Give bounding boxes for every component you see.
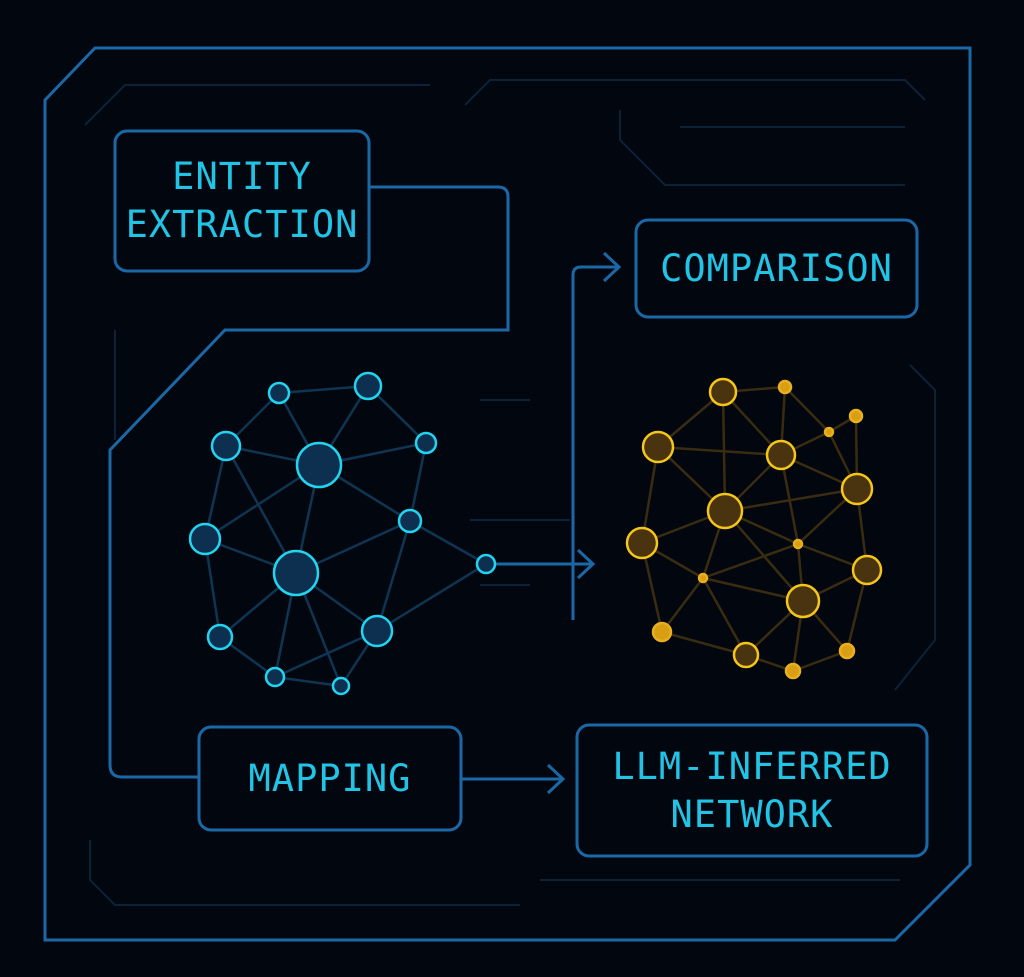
graph-node: [823, 426, 835, 438]
llm-inferred-line1: LLM-INFERRED: [612, 744, 892, 788]
graph-node: [838, 642, 856, 660]
graph-node: [267, 381, 291, 405]
graph-edge: [661, 630, 747, 657]
graph-edge: [702, 542, 799, 580]
graph-node: [697, 572, 709, 584]
entity-extraction-box: [113, 129, 371, 273]
llm-inferred-network-graph: [625, 377, 883, 680]
entity-network-graph: [188, 371, 497, 696]
arrowhead-icon: [602, 251, 622, 283]
background-traces: [84, 79, 936, 906]
graph-edge: [657, 445, 782, 457]
graph-edge: [784, 386, 830, 433]
graph-edge: [408, 442, 428, 522]
llm-inferred-line2: NETWORK: [670, 792, 834, 836]
graph-edge: [375, 520, 412, 632]
graph-edge: [274, 629, 378, 679]
graph-edge: [661, 577, 704, 633]
graph-edge: [224, 445, 298, 574]
graph-node: [641, 430, 675, 464]
graph-node: [188, 522, 222, 556]
mapping-line1: MAPPING: [248, 756, 412, 800]
graph-node: [765, 439, 797, 471]
graph-node: [397, 508, 423, 534]
graph-node: [651, 621, 673, 643]
graph-edge: [203, 538, 222, 638]
connectors: [108, 185, 622, 795]
comparison-line1: COMPARISON: [660, 246, 893, 290]
graph-edge: [278, 384, 369, 395]
graph-node: [353, 371, 383, 401]
graph-node: [414, 431, 438, 455]
graph-node: [272, 549, 320, 597]
graph-node: [792, 538, 804, 550]
entity-extraction-line1: ENTITY: [172, 155, 312, 198]
graph-node: [848, 408, 864, 424]
graph-node: [475, 553, 497, 575]
graph-edge: [409, 519, 487, 566]
graph-node: [785, 583, 821, 619]
entity-extraction-line2: EXTRACTION: [125, 203, 359, 246]
graph-node: [708, 377, 738, 407]
vertical-to-comparison-connector: [571, 265, 618, 620]
graph-edge: [792, 649, 848, 673]
graph-node: [206, 623, 234, 651]
graph-edge: [274, 675, 342, 688]
boxes: [113, 129, 929, 858]
graph-node: [706, 492, 744, 530]
graph-node: [777, 379, 793, 395]
comparison-label: COMPARISON: [636, 220, 917, 317]
entity-to-mapping-connector: [108, 185, 510, 779]
graph-node: [295, 441, 343, 489]
graph-node: [210, 430, 242, 462]
graph-edge: [376, 562, 487, 633]
llm-inferred-network-box: [575, 723, 929, 858]
arrowhead-icon: [576, 548, 596, 580]
llm-inferred-network-label: LLM-INFERRED NETWORK: [577, 725, 927, 856]
graph-node: [732, 641, 760, 669]
arrowhead-icon: [546, 763, 566, 795]
graph-node: [851, 554, 883, 586]
comparison-box: [634, 218, 919, 319]
graph-edge: [724, 487, 858, 513]
mapping-label: MAPPING: [199, 727, 461, 830]
graph-node: [360, 614, 394, 648]
graph-edge: [701, 577, 748, 656]
graph-node: [840, 472, 874, 506]
outer-frame: [43, 46, 972, 942]
mapping-box: [197, 725, 463, 832]
graph-node: [331, 676, 351, 696]
entity-extraction-label: ENTITY EXTRACTION: [115, 131, 369, 271]
graph-node: [625, 526, 659, 560]
graph-node: [264, 666, 286, 688]
graph-node: [784, 662, 802, 680]
